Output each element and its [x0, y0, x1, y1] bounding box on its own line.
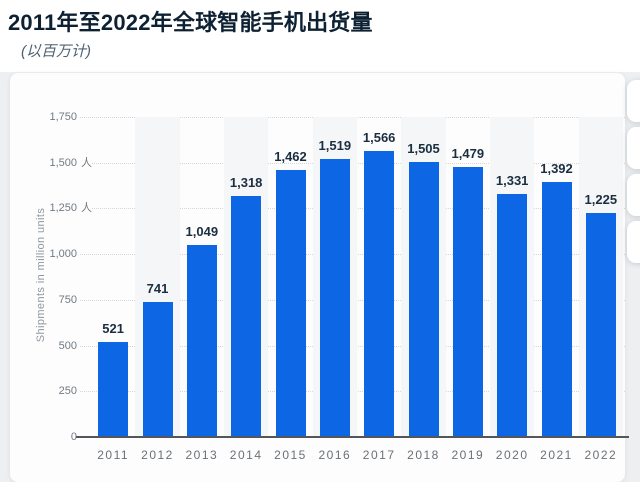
- x-tick-label-2021: 2021: [540, 448, 573, 462]
- side-toolbar-button-2[interactable]: [627, 127, 640, 169]
- x-tick-label-2022: 2022: [584, 448, 618, 462]
- bar-2017[interactable]: [364, 150, 395, 437]
- y-tick-label-1500: 1,500 人: [49, 155, 92, 170]
- bar-value-label-2021: 1,392: [540, 161, 573, 177]
- y-tick-label-1750: 1,750: [49, 111, 77, 123]
- y-tick-label-1000: 1,000: [49, 248, 77, 261]
- bar-value-label-2013: 1,049: [185, 224, 219, 240]
- x-tick-label-2017: 2017: [362, 448, 396, 462]
- bar-2016[interactable]: [319, 159, 350, 437]
- chart-subtitle: (以百万计): [21, 43, 91, 60]
- x-tick-label-2020: 2020: [495, 448, 529, 462]
- x-axis-line: [76, 436, 629, 438]
- x-tick-label-2016: 2016: [318, 448, 352, 462]
- side-toolbar-button-4[interactable]: [627, 221, 640, 263]
- bar-value-label-2018: 1,505: [407, 140, 440, 156]
- bar-value-label-2011: 521: [102, 320, 125, 336]
- y-tick-label-1250: 1,250 人: [49, 201, 92, 216]
- bar-value-label-2016: 1,519: [318, 138, 352, 154]
- bar-2011[interactable]: [98, 341, 129, 437]
- bar-2013[interactable]: [186, 245, 217, 437]
- y-tick-label-0: 0: [70, 431, 77, 443]
- chart-title: 2011年至2022年全球智能手机出货量: [8, 10, 373, 35]
- x-tick-label-2019: 2019: [451, 448, 485, 462]
- bar-value-label-2022: 1,225: [584, 192, 618, 207]
- y-tick-label-750: 750: [58, 293, 77, 306]
- x-tick-label-2018: 2018: [407, 448, 440, 462]
- bar-2020[interactable]: [497, 193, 528, 437]
- bar-value-label-2015: 1,462: [274, 148, 307, 164]
- bar-value-label-2019: 1,479: [451, 145, 485, 161]
- bar-2012[interactable]: [142, 301, 173, 437]
- bar-2014[interactable]: [231, 196, 262, 437]
- bar-value-label-2020: 1,331: [495, 172, 529, 188]
- y-tick-label-500: 500: [58, 339, 77, 352]
- bar-2015[interactable]: [275, 169, 306, 437]
- x-tick-label-2013: 2013: [185, 448, 219, 462]
- x-tick-label-2014: 2014: [229, 448, 263, 462]
- bar-2018[interactable]: [408, 161, 439, 437]
- bar-2019[interactable]: [452, 166, 483, 437]
- y-axis-title: Shipments in million units: [35, 207, 47, 343]
- bar-value-label-2012: 741: [146, 280, 169, 296]
- x-tick-label-2012: 2012: [141, 448, 174, 462]
- bar-2021[interactable]: [541, 182, 572, 437]
- plot-area: 521 2011 741 2012 1,049 2013 1,318 2014 1,462 201…: [91, 117, 623, 462]
- bar-2022[interactable]: [585, 213, 616, 437]
- side-toolbar-button-1[interactable]: [627, 80, 640, 122]
- y-tick-label-250: 250: [58, 385, 77, 398]
- x-tick-label-2015: 2015: [274, 448, 307, 462]
- bar-value-label-2017: 1,566: [362, 129, 396, 145]
- side-toolbar-button-3[interactable]: [627, 174, 640, 216]
- bar-value-label-2014: 1,318: [229, 175, 263, 190]
- x-tick-label-2011: 2011: [97, 448, 130, 462]
